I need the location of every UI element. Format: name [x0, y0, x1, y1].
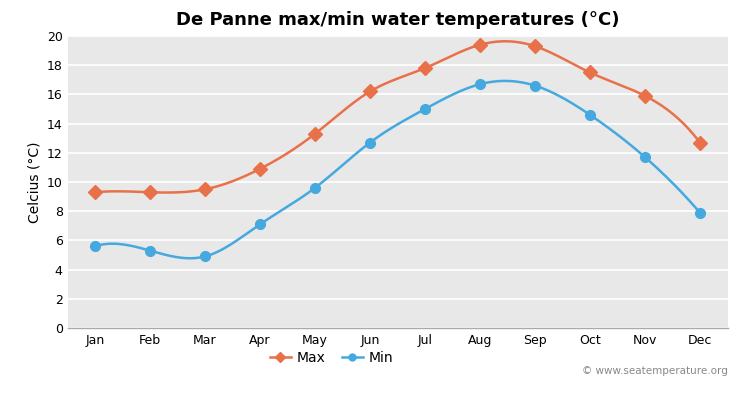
Y-axis label: Celcius (°C): Celcius (°C) [27, 141, 41, 223]
Title: De Panne max/min water temperatures (°C): De Panne max/min water temperatures (°C) [176, 11, 620, 29]
Text: © www.seatemperature.org: © www.seatemperature.org [582, 366, 728, 376]
Legend: Max, Min: Max, Min [265, 346, 398, 371]
